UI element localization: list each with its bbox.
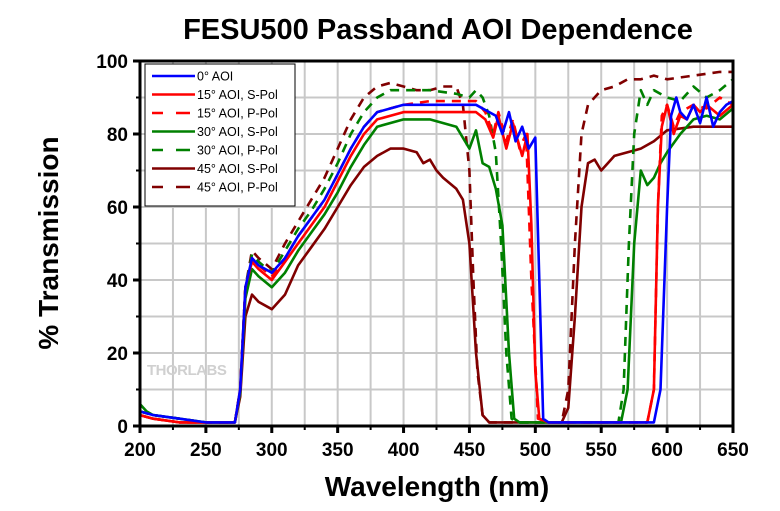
x-axis-label: Wavelength (nm)	[325, 471, 550, 502]
legend-label-6: 45° AOI, P-Pol	[197, 181, 278, 195]
x-tick-label: 550	[585, 440, 617, 461]
series-layer	[139, 70, 734, 424]
series-line-1	[139, 103, 734, 424]
legend-box	[144, 63, 296, 207]
series-line-6	[139, 70, 733, 424]
legend-label-3: 30° AOI, S-Pol	[197, 125, 278, 139]
legend-label-0: 0° AOI	[197, 70, 233, 84]
x-tick-label: 450	[454, 440, 486, 461]
chart-title: FESU500 Passband AOI Dependence	[183, 14, 693, 46]
series-line-0	[139, 96, 734, 424]
x-tick-label: 600	[651, 440, 683, 461]
legend-label-1: 15° AOI, S-Pol	[197, 88, 278, 102]
ticks: 200 250 300 350 400 450 500 550 600 650 0 20 40 60 80 1…	[96, 52, 749, 461]
series-line-5	[139, 125, 733, 424]
x-tick-label: 500	[519, 440, 551, 461]
series-line-4	[139, 78, 734, 424]
legend-label-5: 45° AOI, S-Pol	[197, 162, 278, 176]
series-line-3	[139, 107, 734, 424]
x-tick-label: 650	[717, 440, 749, 461]
legend-label-4: 30° AOI, P-Pol	[197, 144, 278, 158]
y-tick-label: 80	[107, 125, 128, 146]
watermark: THORLABS	[147, 362, 227, 379]
y-tick-label: 60	[107, 198, 128, 219]
x-tick-label: 300	[256, 440, 288, 461]
y-tick-label: 0	[117, 417, 128, 438]
x-tick-label: 200	[124, 440, 156, 461]
x-tick-label: 400	[388, 440, 420, 461]
y-tick-label: 100	[96, 52, 128, 73]
y-tick-label: 20	[107, 344, 128, 365]
y-axis-label: % Transmission	[33, 136, 64, 349]
y-tick-label: 40	[107, 271, 128, 292]
x-tick-label: 350	[322, 440, 354, 461]
legend: 0° AOI 15° AOI, S-Pol 15° AOI, P-Pol 30° AO…	[144, 63, 296, 207]
legend-label-2: 15° AOI, P-Pol	[197, 107, 278, 121]
x-tick-label: 250	[190, 440, 222, 461]
